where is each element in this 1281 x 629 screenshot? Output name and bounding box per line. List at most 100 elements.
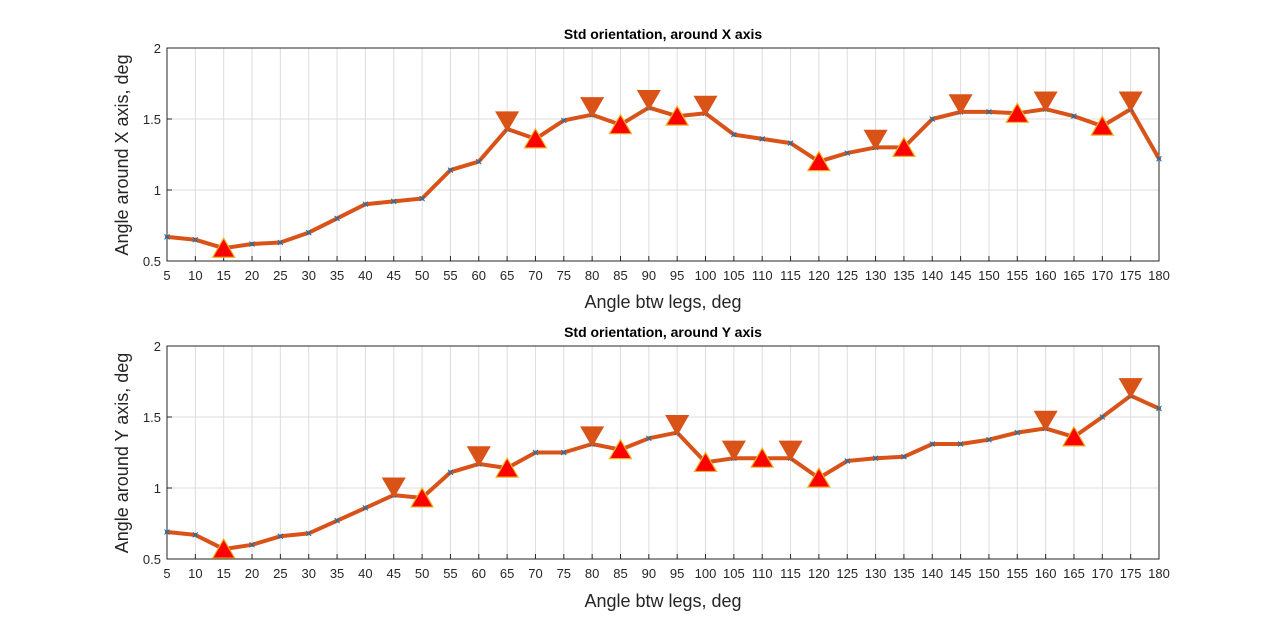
- x-tick-label: 30: [301, 268, 315, 283]
- x-tick-label: 100: [695, 268, 717, 283]
- x-tick-label: 175: [1120, 268, 1142, 283]
- x-tick-label: 180: [1148, 268, 1170, 283]
- peak-marker: [1118, 91, 1143, 113]
- trough-marker: [806, 466, 831, 488]
- data-point: [560, 117, 567, 124]
- x-tick-label: 80: [585, 268, 599, 283]
- axes-box: [166, 47, 1160, 262]
- y-tick-label: 1: [154, 481, 161, 496]
- data-point: [1099, 414, 1106, 420]
- peak-marker: [1033, 410, 1058, 432]
- x-tick-label: 65: [500, 566, 514, 581]
- data-point: [362, 505, 369, 511]
- data-point: [305, 530, 312, 537]
- x-tick-label: 115: [780, 566, 801, 581]
- trough-marker: [806, 150, 831, 172]
- x-tick-label: 155: [1006, 268, 1028, 283]
- peak-marker: [693, 95, 718, 117]
- x-tick-label: 40: [358, 566, 372, 581]
- x-tick-label: 180: [1148, 566, 1170, 581]
- x-tick-label: 175: [1120, 566, 1142, 581]
- peak-marker: [721, 440, 746, 462]
- x-tick-label: 55: [443, 268, 457, 283]
- x-tick-label: 145: [950, 566, 972, 581]
- x-tick-label: 5: [163, 268, 170, 283]
- y-tick-label: 2: [154, 41, 161, 56]
- data-point: [362, 201, 369, 208]
- plot-title: Std orientation, around X axis: [564, 26, 763, 42]
- data-point: [787, 140, 794, 146]
- y-axis-label: Angle around X axis, deg: [112, 54, 132, 255]
- x-tick-label: 110: [752, 566, 773, 581]
- x-tick-label: 135: [893, 566, 915, 581]
- data-point: [277, 239, 284, 246]
- subplot-y-axis: Std orientation, around Y axis Angle btw…: [112, 324, 1170, 611]
- x-tick-label: 170: [1091, 268, 1113, 283]
- x-tick-label: 35: [330, 268, 344, 283]
- data-point: [192, 532, 199, 538]
- x-tick-label: 55: [443, 566, 457, 581]
- data-point: [192, 236, 199, 243]
- x-tick-label: 50: [415, 566, 429, 581]
- x-tick-label: 70: [528, 566, 542, 581]
- x-tick-label: 85: [613, 268, 627, 283]
- data-point: [957, 441, 964, 447]
- trough-marker: [211, 537, 236, 559]
- x-tick-label: 25: [273, 566, 287, 581]
- peak-marker: [466, 446, 491, 468]
- data-point: [532, 449, 539, 456]
- x-tick-label: 170: [1091, 566, 1113, 581]
- trough-marker: [1061, 425, 1087, 447]
- y-tick-label: 2: [154, 339, 161, 354]
- x-tick-label: 155: [1006, 566, 1028, 581]
- peak-marker: [665, 415, 690, 436]
- peak-marker: [1033, 91, 1058, 113]
- series-line: [165, 105, 1161, 251]
- trough-marker: [608, 438, 633, 460]
- x-tick-label: 90: [642, 268, 656, 283]
- x-tick-label: 105: [723, 268, 745, 283]
- data-point: [844, 458, 851, 464]
- trough-marker: [523, 127, 548, 149]
- data-point: [929, 441, 936, 447]
- x-tick-label: 145: [950, 268, 972, 283]
- x-tick-label: 150: [978, 566, 1000, 581]
- y-tick-label: 1: [154, 183, 161, 198]
- data-point: [872, 455, 879, 462]
- x-tick-label: 15: [216, 566, 230, 581]
- peak-marker: [636, 90, 661, 111]
- x-tick-label: 90: [642, 566, 656, 581]
- x-tick-label: 135: [893, 268, 915, 283]
- x-tick-label: 80: [585, 566, 599, 581]
- x-tick-label: 35: [330, 566, 344, 581]
- trough-marker: [211, 237, 236, 258]
- y-tick-label: 0.5: [143, 552, 161, 567]
- series-line: [165, 393, 1161, 552]
- data-point: [447, 469, 454, 476]
- x-tick-label: 70: [528, 268, 542, 283]
- data-point: [645, 435, 652, 442]
- x-tick-label: 75: [557, 566, 571, 581]
- data-point: [305, 229, 312, 236]
- x-tick-label: 85: [613, 566, 627, 581]
- y-axis-label: Angle around Y axis, deg: [112, 353, 132, 554]
- x-tick-label: 125: [836, 566, 858, 581]
- peak-marker: [381, 477, 406, 499]
- x-tick-label: 45: [387, 268, 401, 283]
- x-tick-label: 5: [163, 566, 170, 581]
- x-tick-label: 160: [1035, 566, 1057, 581]
- x-tick-label: 95: [670, 268, 684, 283]
- trough-marker: [608, 113, 633, 135]
- x-tick-label: 95: [670, 566, 684, 581]
- x-tick-label: 140: [921, 268, 943, 283]
- data-point: [334, 215, 340, 222]
- data-point: [731, 131, 737, 138]
- x-axis-label: Angle btw legs, deg: [584, 591, 741, 611]
- data-point: [419, 195, 425, 202]
- x-tick-label: 100: [695, 566, 717, 581]
- x-tick-label: 60: [472, 566, 486, 581]
- axes-box: [166, 345, 1160, 560]
- x-tick-label: 65: [500, 268, 514, 283]
- data-point: [901, 453, 907, 460]
- x-axis-label: Angle btw legs, deg: [584, 292, 741, 312]
